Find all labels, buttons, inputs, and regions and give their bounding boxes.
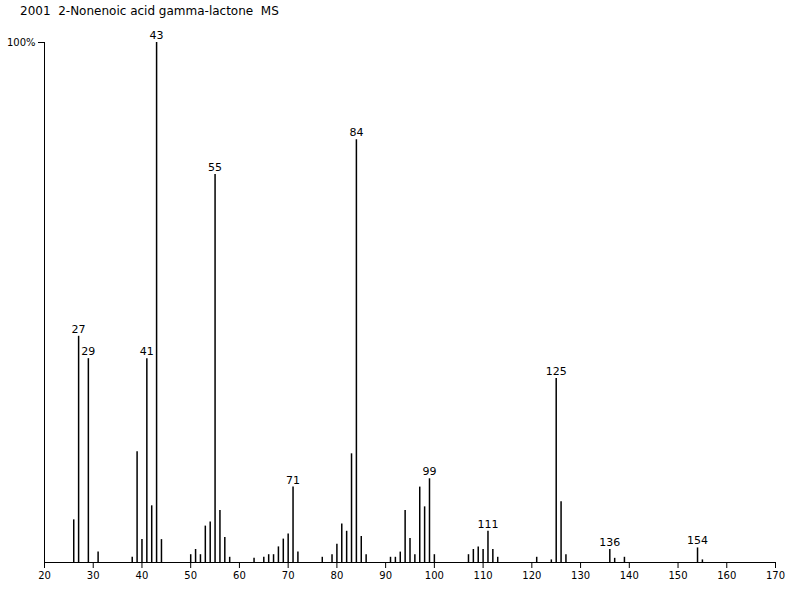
html-text:2001 2-Nonenoic acid gamma-lac: 2001 2-Nonenoic acid gamma-lactone MS <box>20 4 279 18</box>
svg-text:111: 111 <box>477 518 498 531</box>
svg-text:110: 110 <box>474 570 493 581</box>
svg-text:40: 40 <box>136 570 149 581</box>
svg-text:43: 43 <box>150 29 164 42</box>
svg-text:30: 30 <box>87 570 100 581</box>
svg-text:60: 60 <box>233 570 246 581</box>
svg-text:120: 120 <box>522 570 541 581</box>
svg-text:100%: 100% <box>7 37 36 48</box>
svg-text:29: 29 <box>81 345 95 358</box>
svg-text:70: 70 <box>282 570 295 581</box>
svg-text:71: 71 <box>286 474 300 487</box>
svg-text:84: 84 <box>349 126 363 139</box>
svg-text:125: 125 <box>546 365 567 378</box>
svg-text:90: 90 <box>379 570 392 581</box>
svg-text:99: 99 <box>422 465 436 478</box>
svg-text:160: 160 <box>717 570 736 581</box>
svg-text:41: 41 <box>140 345 154 358</box>
svg-text:140: 140 <box>620 570 639 581</box>
svg-text:100: 100 <box>425 570 444 581</box>
svg-text:80: 80 <box>331 570 344 581</box>
svg-text:50: 50 <box>184 570 197 581</box>
svg-text:154: 154 <box>687 534 708 547</box>
svg-text:130: 130 <box>571 570 590 581</box>
svg-text:136: 136 <box>599 536 620 549</box>
svg-text:55: 55 <box>208 161 222 174</box>
svg-text:150: 150 <box>668 570 687 581</box>
svg-text:27: 27 <box>72 323 86 336</box>
svg-text:20: 20 <box>38 570 51 581</box>
svg-text:170: 170 <box>766 570 785 581</box>
